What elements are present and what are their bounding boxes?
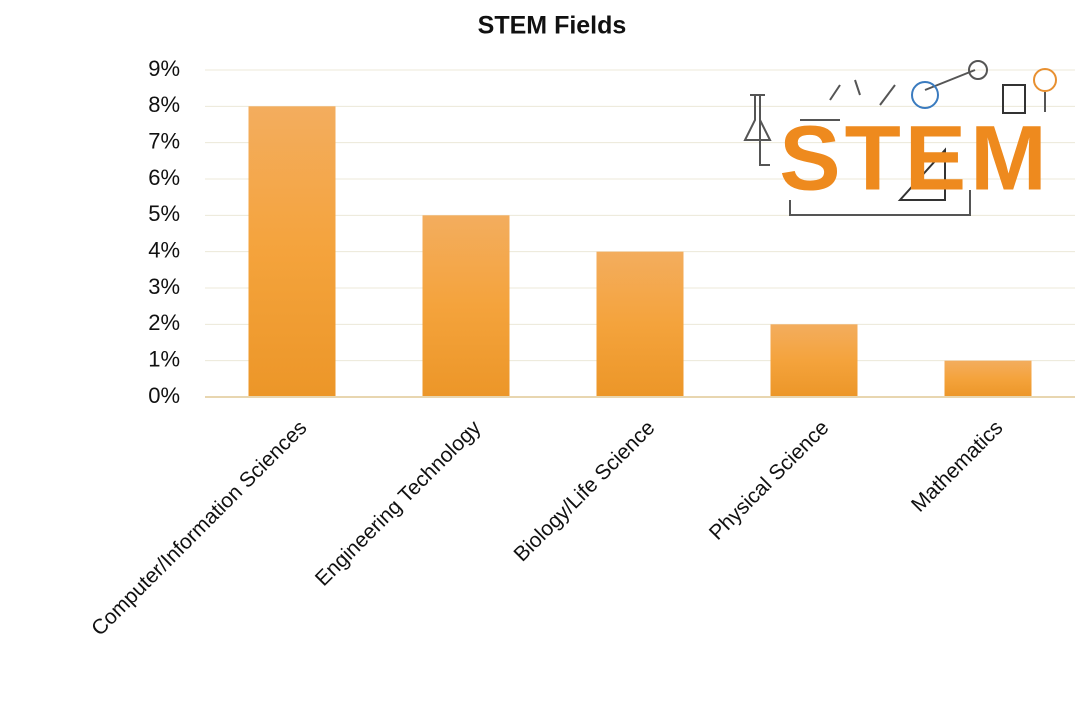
x-tick-label: Physical Science: [705, 416, 834, 545]
y-tick-label: 5%: [148, 201, 180, 226]
y-tick-label: 2%: [148, 310, 180, 335]
y-tick-label: 1%: [148, 346, 180, 371]
y-tick-label: 8%: [148, 92, 180, 117]
x-tick-label: Engineering Technology: [311, 416, 486, 591]
y-tick-label: 9%: [148, 56, 180, 81]
bar: [249, 106, 336, 397]
chart: STEM Fields 0% 1% 2% 3% 4% 5% 6% 7% 8% 9% Computer…: [0, 0, 1080, 705]
stem-illustration: STEM: [745, 61, 1056, 215]
bar: [945, 361, 1032, 397]
bar: [597, 252, 684, 397]
y-tick-label: 3%: [148, 274, 180, 299]
chart-title: STEM Fields: [478, 12, 627, 40]
x-tick-label: Computer/Information Sciences: [87, 416, 311, 640]
y-tick-label: 0%: [148, 383, 180, 408]
x-tick-label: Biology/Life Science: [509, 416, 659, 566]
y-tick-label: 7%: [148, 128, 180, 153]
y-tick-label: 6%: [148, 165, 180, 190]
bar: [423, 215, 510, 397]
y-tick-label: 4%: [148, 237, 180, 262]
logo-text: STEM: [779, 107, 1051, 209]
x-tick-label: Mathematics: [907, 416, 1007, 516]
bar: [771, 324, 858, 397]
